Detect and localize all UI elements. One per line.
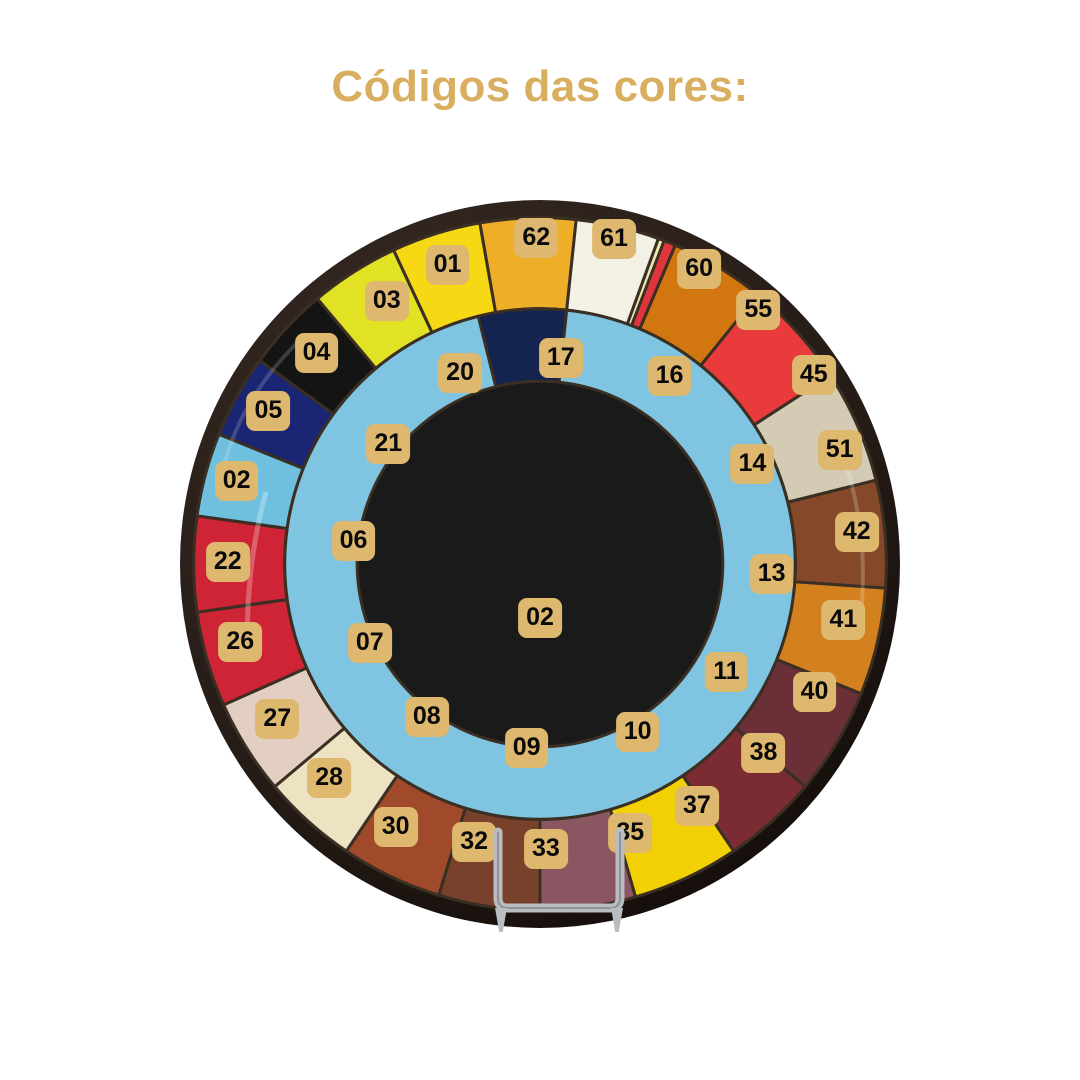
- code-badge-09-31: 09: [504, 728, 549, 769]
- code-badge-04-22: 04: [294, 333, 339, 374]
- code-badge-45-5: 45: [791, 354, 836, 395]
- code-badge-26-18: 26: [218, 621, 263, 662]
- code-badge-17-25: 17: [538, 337, 583, 378]
- code-badge-16-26: 16: [647, 355, 692, 396]
- color-code-wheel: 01 62 61 60 55 45 51 42 41 40 38 37 35 33 32 30 28 27 26 22…: [170, 192, 910, 932]
- code-badge-62-1: 62: [514, 217, 559, 258]
- code-badge-33-13: 33: [524, 829, 568, 870]
- code-badge-30-15: 30: [373, 806, 418, 847]
- code-badge-32-14: 32: [452, 821, 497, 862]
- code-badge-10-30: 10: [615, 712, 660, 753]
- code-badge-13-28: 13: [749, 553, 794, 594]
- code-badge-38-10: 38: [741, 732, 786, 773]
- code-badge-61-2: 61: [592, 218, 636, 259]
- code-badge-55-4: 55: [736, 290, 781, 331]
- code-badge-27-17: 27: [255, 698, 300, 739]
- code-badge-07-33: 07: [347, 623, 392, 664]
- code-badge-03-23: 03: [364, 280, 409, 321]
- code-badge-40-9: 40: [792, 671, 837, 712]
- code-badge-42-7: 42: [834, 512, 879, 553]
- code-badge-22-19: 22: [205, 542, 250, 582]
- code-badge-37-11: 37: [674, 786, 719, 827]
- code-badge-60-3: 60: [677, 248, 721, 289]
- code-badge-14-27: 14: [730, 444, 775, 485]
- wheel-center-disc: [358, 382, 722, 746]
- wheel-segment: [283, 308, 797, 821]
- code-badge-01-0: 01: [425, 244, 470, 285]
- code-badge-41-8: 41: [821, 599, 866, 640]
- code-badge-35-12: 35: [608, 812, 653, 853]
- code-badge-02-36: 02: [518, 597, 562, 638]
- code-badge-21-35: 21: [366, 423, 411, 464]
- code-badge-06-34: 06: [331, 521, 376, 562]
- code-badge-11-29: 11: [705, 651, 748, 692]
- code-badge-51-6: 51: [817, 429, 862, 470]
- page-title: Códigos das cores:: [331, 62, 749, 111]
- wheel-svg: [180, 200, 900, 928]
- code-badge-08-32: 08: [404, 697, 449, 738]
- code-badge-05-21: 05: [246, 391, 291, 432]
- code-badge-20-24: 20: [438, 353, 482, 394]
- code-badge-28-16: 28: [307, 758, 351, 799]
- code-badge-02-20: 02: [214, 460, 259, 501]
